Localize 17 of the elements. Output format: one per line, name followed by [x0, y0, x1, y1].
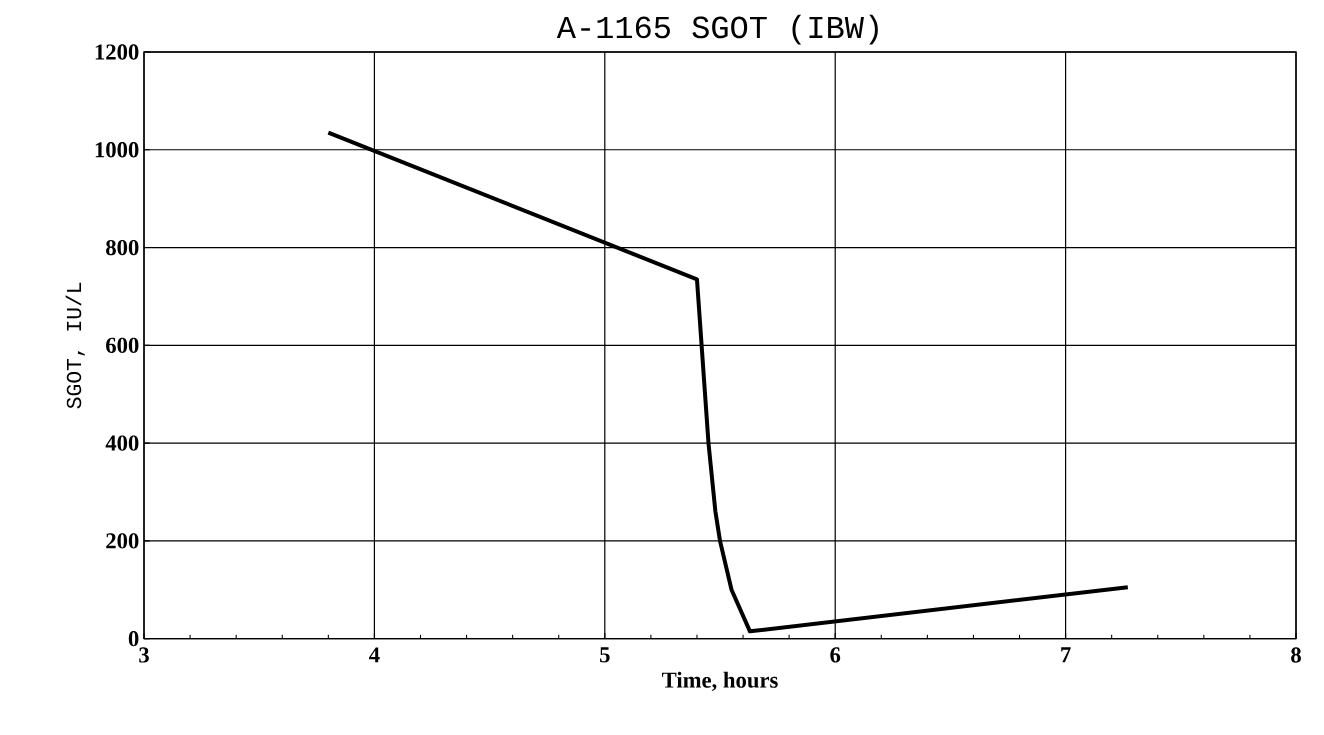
y-tick-label: 1200: [95, 44, 139, 60]
y-tick-label: 1000: [95, 142, 139, 158]
x-tick-label: 3: [139, 647, 149, 663]
y-axis-title: SGOT, IU/L: [65, 282, 85, 409]
y-tick-label: 400: [105, 435, 139, 451]
chart-title: A-1165 SGOT (IBW): [556, 14, 878, 45]
x-tick-label: 4: [369, 647, 380, 663]
x-tick-label: 8: [1291, 647, 1301, 663]
y-tick-label: 600: [106, 337, 139, 354]
x-tick-label: 6: [830, 647, 841, 663]
x-tick-label: 7: [1061, 647, 1071, 663]
line-series: [326, 130, 1130, 634]
y-tick-label: 200: [106, 533, 139, 549]
y-tick-label: 0: [128, 631, 139, 647]
x-tick-label: 5: [600, 647, 610, 663]
y-tick-label: 800: [106, 240, 139, 256]
x-axis-title: Time, hours: [662, 671, 778, 692]
